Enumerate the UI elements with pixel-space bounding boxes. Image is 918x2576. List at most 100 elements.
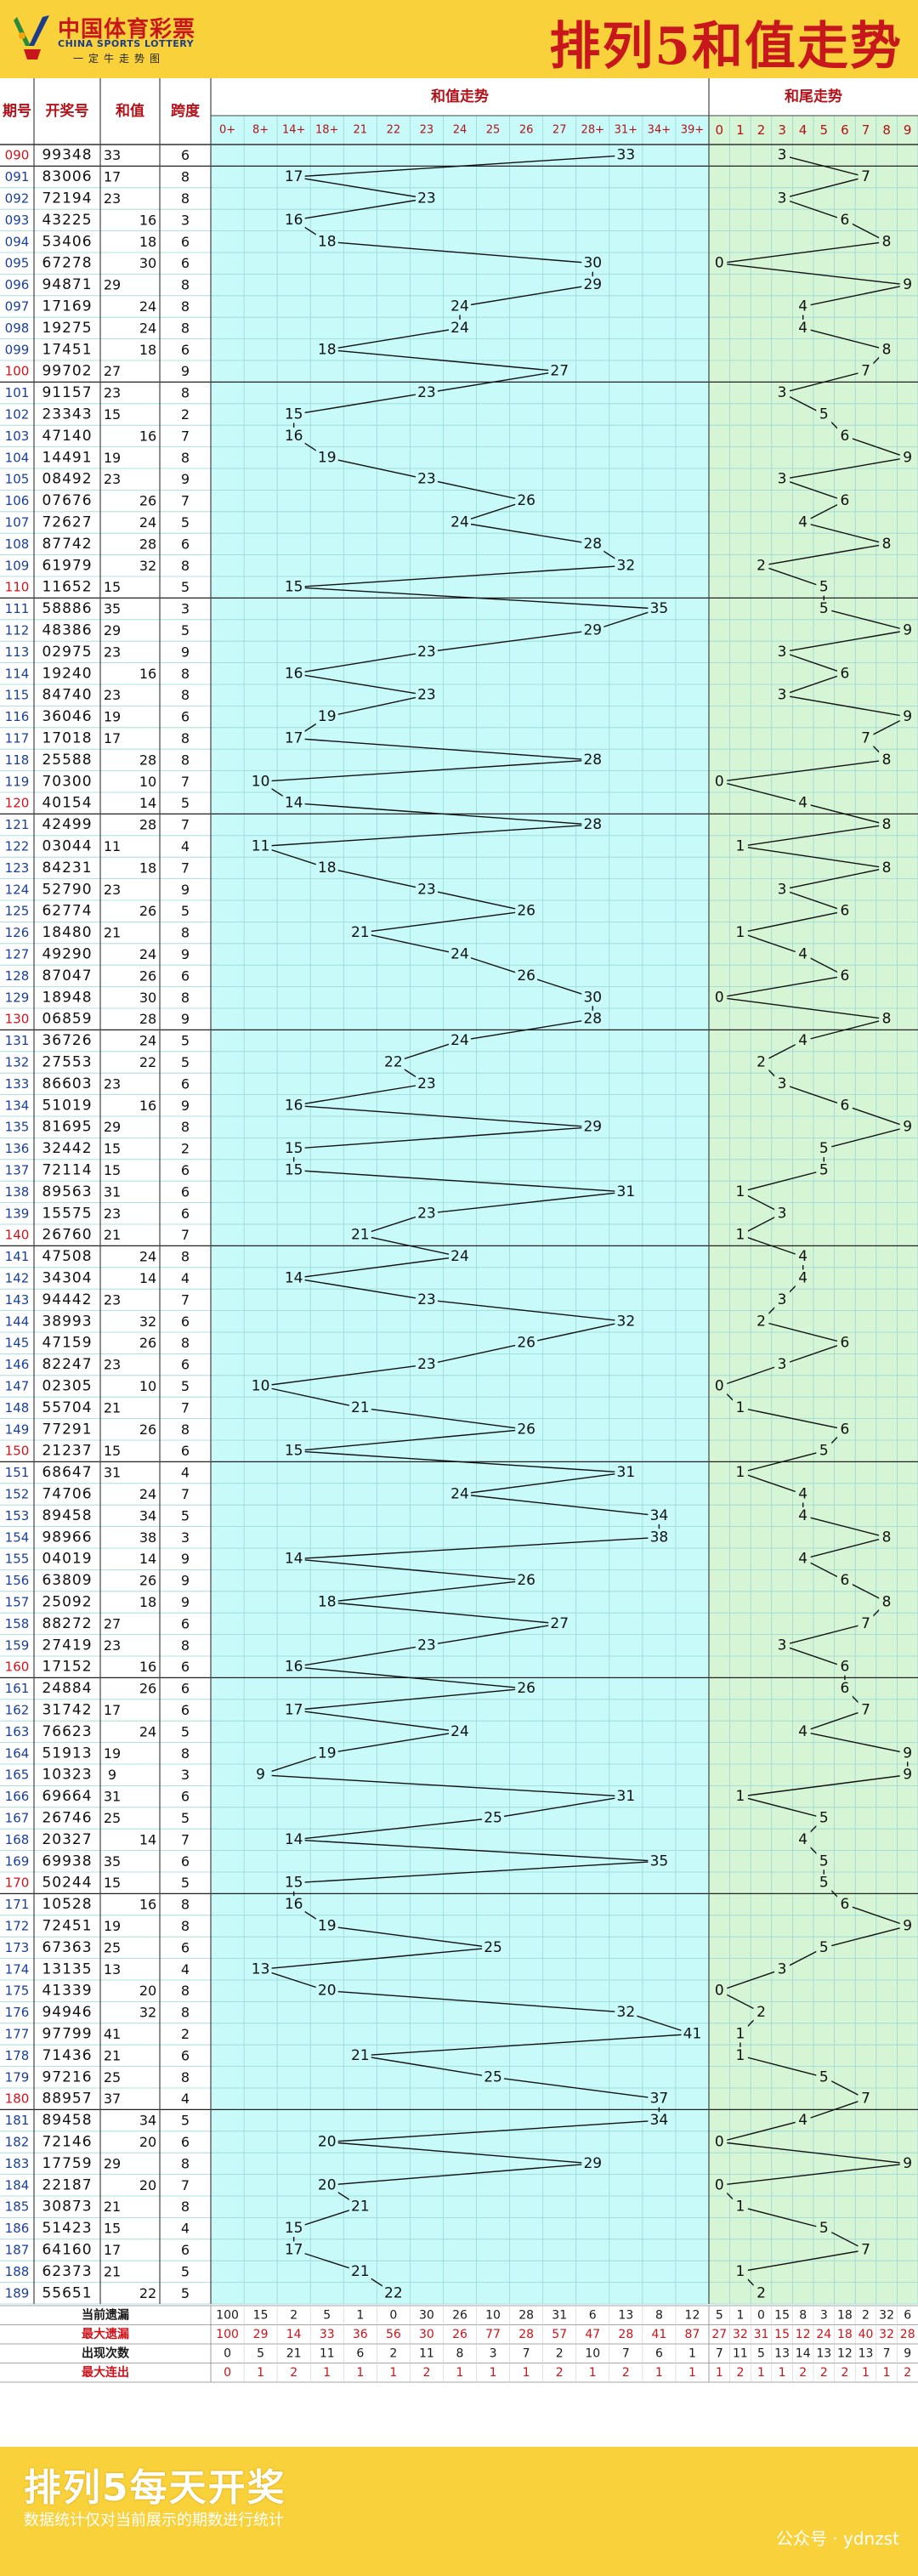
draw-number: 43225 (42, 212, 92, 229)
sum-mark-bg (315, 233, 338, 251)
sum-value: 31 (104, 1183, 121, 1200)
tail-mark-bg (816, 1874, 832, 1892)
tail-trend-point: 0 (715, 1378, 724, 1395)
tail-trend-point: 1 (735, 1399, 745, 1416)
sum-mark-bg (282, 168, 305, 186)
draw-number: 34304 (42, 1270, 92, 1287)
tail-mark-bg (858, 1614, 874, 1632)
sum-mark-bg (315, 341, 338, 359)
period-label: 129 (5, 990, 30, 1005)
period-label: 147 (5, 1379, 30, 1394)
span-value: 6 (181, 1075, 190, 1092)
stat-tail-value: 1 (862, 2366, 870, 2380)
period-label: 169 (5, 1853, 30, 1869)
stat-tail-value: 40 (858, 2328, 874, 2341)
tail-mark-bg (816, 1809, 832, 1827)
draw-number: 50244 (42, 1875, 92, 1892)
span-value: 6 (181, 967, 190, 984)
draw-number: 99348 (42, 147, 92, 164)
sum-value: 26 (139, 1335, 156, 1351)
span-value: 8 (181, 990, 190, 1006)
period-label: 165 (5, 1767, 30, 1783)
tail-mark-bg (858, 2241, 874, 2259)
span-value: 5 (181, 2263, 190, 2279)
span-value: 8 (181, 1983, 190, 1999)
span-value: 7 (181, 428, 190, 444)
draw-number: 82247 (42, 1356, 92, 1373)
draw-number: 02975 (42, 644, 92, 661)
sum-value: 33 (104, 147, 121, 163)
sum-mark-bg (315, 1982, 338, 2000)
sum-mark-bg (348, 1226, 371, 1244)
draw-number: 02305 (42, 1378, 92, 1395)
stat-sum-value: 2 (290, 2308, 298, 2322)
sum-mark-bg (282, 211, 305, 229)
tail-trend-point: 6 (840, 428, 849, 445)
period-label: 157 (5, 1595, 30, 1610)
tail-mark-bg (816, 1442, 832, 1460)
sum-trend-point: 15 (285, 2220, 303, 2237)
stat-sum-value: 100 (216, 2308, 239, 2322)
draw-number: 97216 (42, 2068, 92, 2085)
sum-value: 17 (104, 730, 121, 746)
tail-mark-bg (816, 578, 832, 596)
sum-trend-point: 24 (450, 1486, 469, 1503)
sum-trend-point: 41 (683, 2026, 702, 2043)
tail-mark-bg (774, 1205, 790, 1223)
draw-number: 55651 (42, 2284, 92, 2301)
tail-trend-point: 8 (882, 752, 892, 769)
sum-mark-bg (581, 816, 604, 834)
stat-sum-value: 30 (419, 2328, 434, 2341)
tail-trend-point: 6 (840, 1659, 849, 1676)
period-label: 133 (5, 1076, 30, 1092)
sum-bin-label: 22 (387, 124, 401, 137)
period-label: 173 (5, 1940, 30, 1955)
period-label: 109 (5, 558, 30, 573)
sum-trend-point: 24 (450, 514, 469, 531)
span-value: 4 (181, 2091, 190, 2107)
tail-mark-bg (816, 600, 832, 618)
sum-value: 23 (104, 1206, 121, 1222)
sum-trend-line (258, 155, 693, 2294)
draw-number: 62774 (42, 903, 92, 920)
stat-sum-value: 21 (286, 2346, 302, 2360)
sum-value: 30 (139, 990, 156, 1006)
stat-tail-value: 15 (774, 2308, 790, 2322)
sum-mark-bg (615, 1313, 638, 1331)
tail-trend-point: 1 (735, 838, 745, 855)
period-label: 185 (5, 2199, 30, 2215)
tail-trend-point: 2 (756, 1054, 766, 1071)
stat-tail-value: 9 (904, 2346, 911, 2360)
sum-trend-point: 24 (450, 298, 469, 315)
tail-mark-bg (836, 492, 853, 510)
tail-mark-bg (816, 1938, 832, 1956)
tail-bin-label: 1 (736, 122, 745, 138)
draw-number: 36046 (42, 708, 92, 725)
tail-trend-point: 3 (778, 384, 787, 401)
draw-number: 17169 (42, 298, 92, 315)
sum-bin-label: 39+ (681, 124, 704, 137)
sum-value: 15 (104, 1875, 121, 1891)
period-label: 120 (5, 796, 30, 811)
sum-value: 28 (139, 817, 156, 833)
tail-trend-point: 9 (903, 708, 912, 725)
stat-tail-value: 5 (757, 2346, 765, 2360)
sum-trend-point: 29 (583, 2155, 602, 2172)
draw-number: 26760 (42, 1227, 92, 1244)
sum-trend-point: 18 (318, 860, 337, 877)
sum-trend-point: 31 (617, 1183, 636, 1200)
sum-value: 15 (104, 406, 121, 423)
tail-trend-point: 1 (735, 1227, 745, 1244)
stat-sum-value: 3 (490, 2346, 497, 2360)
sum-trend-point: 17 (285, 1702, 303, 1719)
tail-mark-bg (795, 298, 811, 315)
tail-trend-point: 7 (861, 363, 870, 380)
span-value: 4 (181, 1961, 190, 1977)
sum-trend-point: 23 (417, 471, 436, 488)
sum-value: 38 (139, 1529, 156, 1546)
sum-value: 11 (104, 838, 121, 854)
sum-trend-point: 16 (285, 1659, 303, 1676)
tail-mark-bg (774, 146, 790, 164)
stat-sum-value: 2 (389, 2346, 397, 2360)
header-tail-trend: 和尾走势 (785, 88, 842, 105)
